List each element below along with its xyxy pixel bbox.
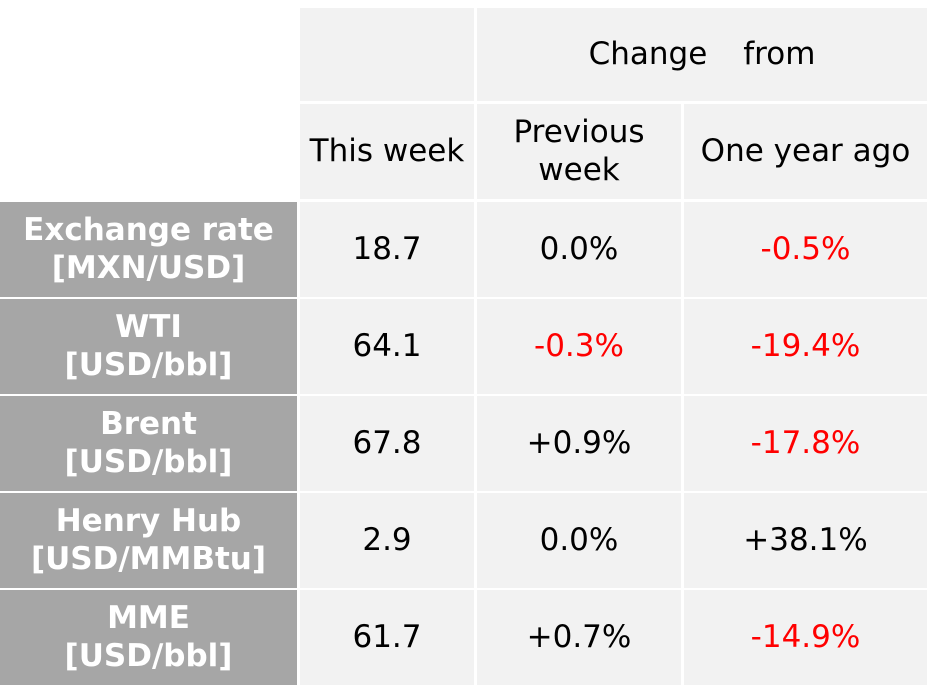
this-week-header: This week [300, 104, 474, 199]
previous-week-change: 0.0% [477, 493, 681, 588]
change-from-word-from: from [743, 35, 816, 72]
one-year-ago-change: -19.4% [684, 299, 927, 394]
row-header-label: Brent [USD/bbl] [0, 396, 297, 491]
this-week-value: 18.7 [300, 202, 474, 297]
header-blank-cell [300, 8, 474, 101]
previous-week-header: Previous week [477, 104, 681, 199]
previous-week-change: +0.9% [477, 396, 681, 491]
row-header-label: MME [USD/bbl] [0, 590, 297, 685]
one-year-ago-change: -14.9% [684, 590, 927, 685]
this-week-value: 67.8 [300, 396, 474, 491]
previous-week-change: -0.3% [477, 299, 681, 394]
row-header-label: Henry Hub [USD/MMBtu] [0, 493, 297, 588]
row-header-label: Exchange rate [MXN/USD] [0, 202, 297, 297]
previous-week-change: 0.0% [477, 202, 681, 297]
one-year-ago-change: +38.1% [684, 493, 927, 588]
change-from-header: Change from [477, 8, 927, 101]
change-from-word-change: Change [588, 35, 708, 72]
previous-week-change: +0.7% [477, 590, 681, 685]
this-week-value: 64.1 [300, 299, 474, 394]
this-week-value: 61.7 [300, 590, 474, 685]
row-header-label: WTI [USD/bbl] [0, 299, 297, 394]
this-week-value: 2.9 [300, 493, 474, 588]
one-year-ago-change: -17.8% [684, 396, 927, 491]
one-year-ago-header: One year ago [684, 104, 927, 199]
one-year-ago-change: -0.5% [684, 202, 927, 297]
